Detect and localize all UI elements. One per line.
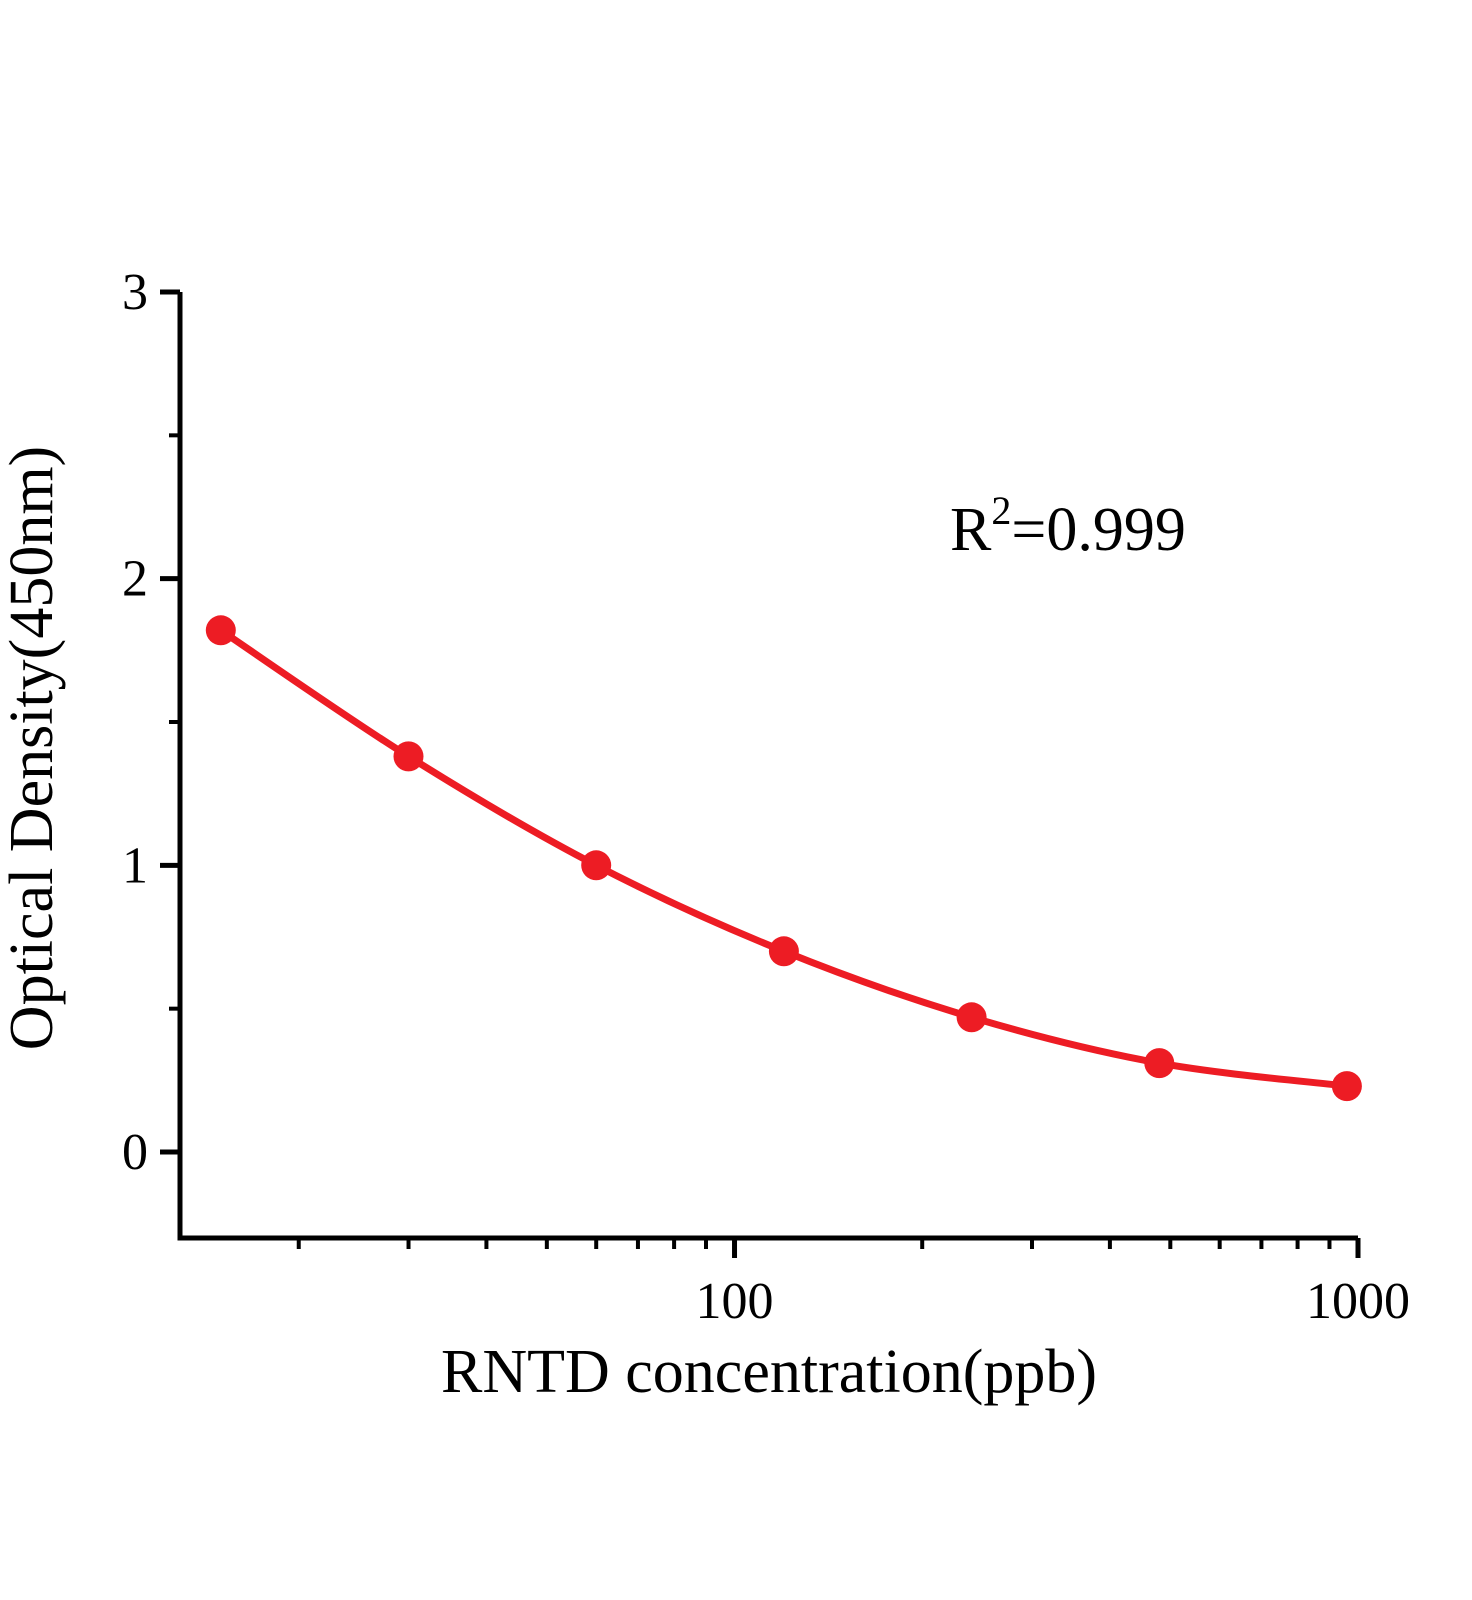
y-tick-label: 1 [122, 837, 148, 894]
axis-ticks [160, 289, 1361, 1258]
data-point-marker [1144, 1048, 1175, 1079]
y-axis-title: Optical Density(450nm) [0, 446, 66, 1050]
data-point-marker [956, 1002, 987, 1033]
x-axis-title: RNTD concentration(ppb) [441, 1338, 1097, 1406]
axis-tick-labels: 0 1 2 3 100 1000 [122, 264, 1410, 1330]
y-tick-label: 2 [122, 551, 148, 608]
data-point-marker [205, 615, 236, 646]
r-squared-annotation: R2=0.999 [950, 488, 1186, 564]
x-tick-label: 1000 [1306, 1273, 1410, 1330]
fit-curve-line [217, 626, 1351, 1090]
y-tick-label: 0 [122, 1124, 148, 1181]
data-point-marker [768, 936, 799, 967]
axis-spines [177, 292, 1358, 1241]
x-tick-label: 100 [696, 1273, 774, 1330]
y-tick-label: 3 [122, 264, 148, 321]
data-series [205, 615, 1362, 1102]
data-point-marker [393, 741, 424, 772]
axes [177, 292, 1358, 1241]
data-point-marker [1331, 1071, 1362, 1102]
data-point-marker [581, 850, 612, 881]
